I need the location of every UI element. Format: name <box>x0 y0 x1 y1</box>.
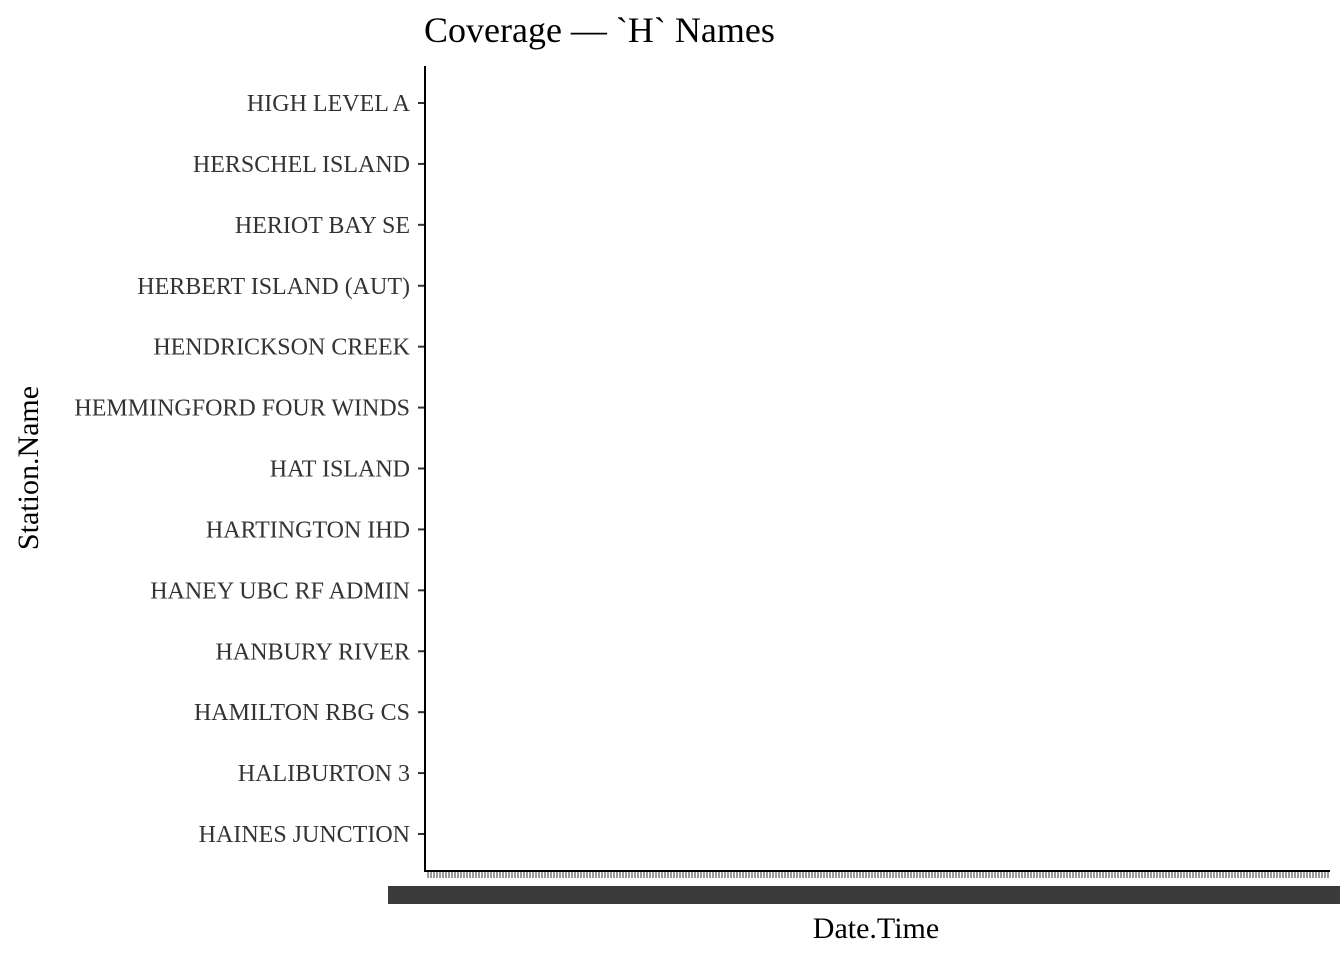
y-tick-label: HERBERT ISLAND (AUT) <box>137 274 410 300</box>
y-tick-label: HERIOT BAY SE <box>235 213 410 239</box>
y-tick-label: HENDRICKSON CREEK <box>153 335 410 361</box>
y-tick-label: HALIBURTON 3 <box>238 761 410 787</box>
y-axis-label: Station.Name <box>12 386 45 550</box>
y-tick-label: HANEY UBC RF ADMIN <box>150 578 410 604</box>
y-tick-label: HEMMINGFORD FOUR WINDS <box>74 396 410 422</box>
y-axis-ticks: HAINES JUNCTION HALIBURTON 3 HAMILTON RBG … <box>74 91 425 848</box>
y-tick-label: HAINES JUNCTION <box>199 822 410 848</box>
y-tick-label: HAT ISLAND <box>270 457 410 483</box>
x-axis-label: Date.Time <box>813 912 939 945</box>
y-tick-label: HAMILTON RBG CS <box>194 700 410 726</box>
x-axis-ticks <box>388 871 1340 904</box>
y-tick-label: HERSCHEL ISLAND <box>193 152 410 178</box>
y-tick-label: HIGH LEVEL A <box>247 91 411 117</box>
chart-title: Coverage — `H` Names <box>424 10 775 50</box>
y-tick-label: HARTINGTON IHD <box>206 517 410 543</box>
x-tick-labels-overlap <box>388 886 1340 904</box>
y-tick-label: HANBURY RIVER <box>216 639 410 665</box>
